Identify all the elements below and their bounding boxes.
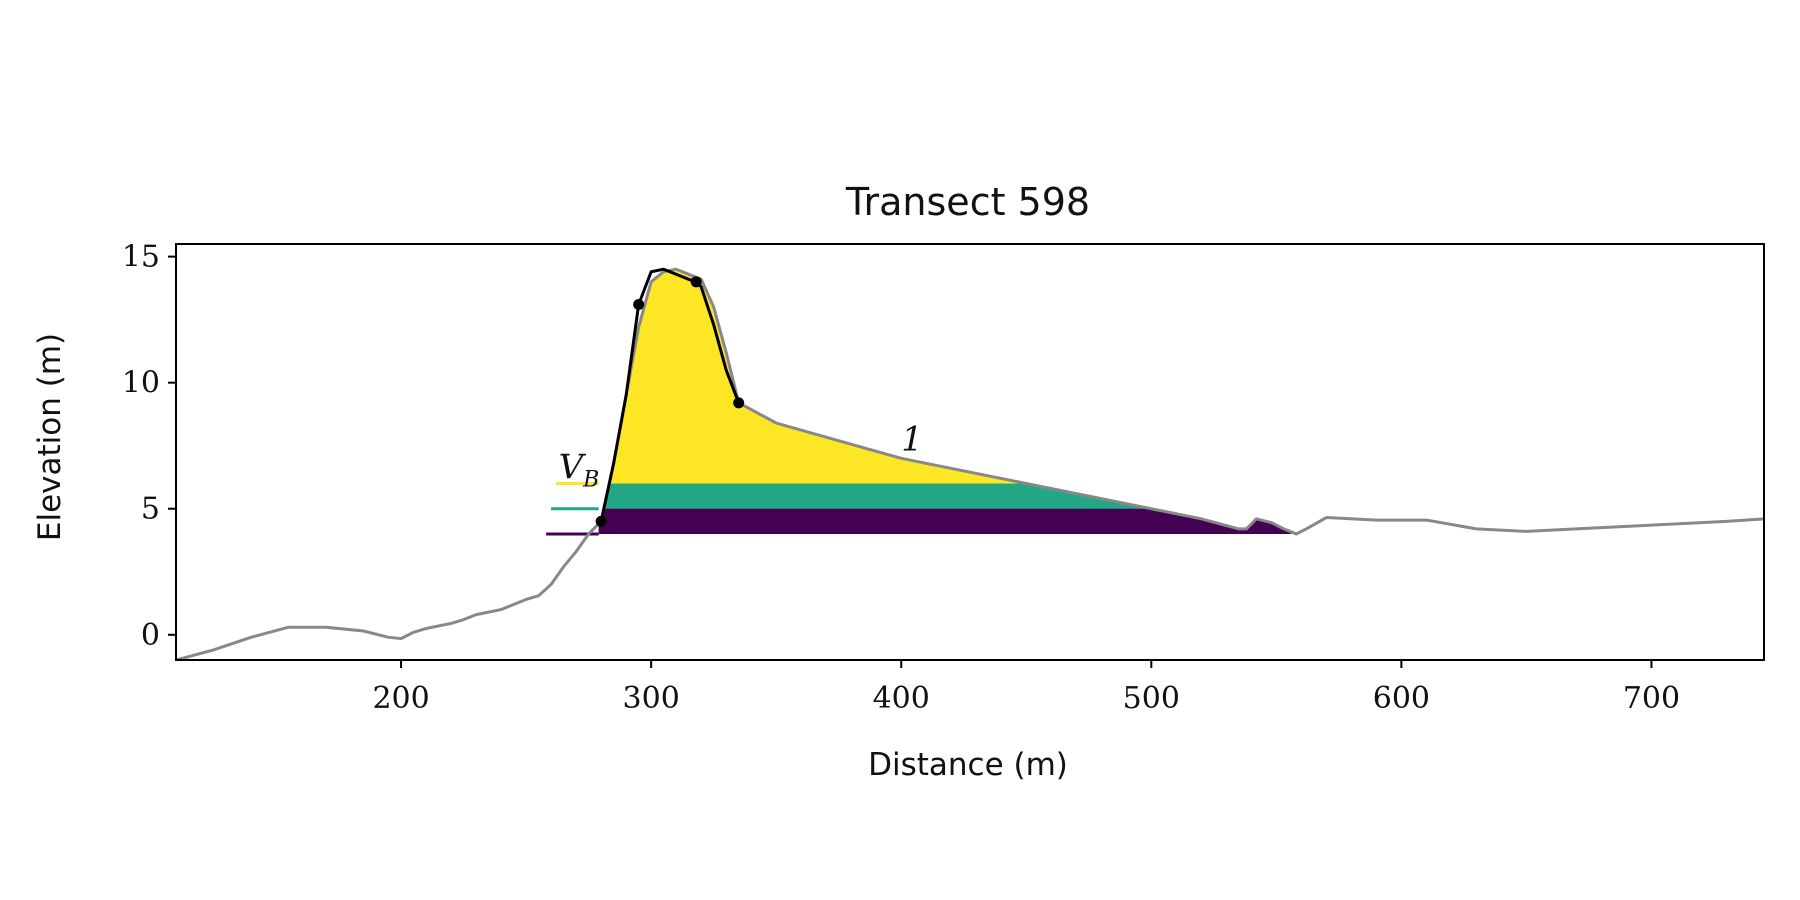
annotation-1: VB [559, 447, 600, 492]
plot-area [176, 267, 1764, 660]
y-tick-label: 10 [122, 366, 160, 401]
y-axis: 0 5 10 15 [122, 240, 176, 653]
x-tick-label: 500 [1123, 681, 1180, 716]
x-tick-label: 300 [623, 681, 680, 716]
annotation-2: 1 [901, 420, 923, 460]
marker-layer [595, 276, 745, 527]
x-axis-label: Distance (m) [868, 747, 1068, 783]
dune-outline-line [599, 267, 741, 522]
x-axis: 200 300 400 500 600 700 [372, 660, 1680, 716]
x-tick-label: 400 [873, 681, 930, 716]
key-point-4 [733, 397, 745, 409]
chart-title: Transect 598 [845, 180, 1090, 224]
key-point-2 [633, 299, 645, 311]
elevation-profile-line [176, 267, 1764, 660]
x-tick-label: 700 [1623, 681, 1680, 716]
plot-frame [175, 243, 1765, 661]
x-tick-label: 600 [1373, 681, 1430, 716]
y-axis-label: Elevation (m) [32, 333, 68, 541]
key-point-3 [690, 276, 702, 288]
key-point-1 [595, 515, 607, 527]
volume-layer-3 [598, 269, 1039, 484]
y-tick-label: 15 [122, 240, 160, 275]
x-tick-label: 200 [372, 681, 429, 716]
y-tick-label: 0 [141, 618, 160, 653]
y-tick-label: 5 [141, 492, 160, 527]
